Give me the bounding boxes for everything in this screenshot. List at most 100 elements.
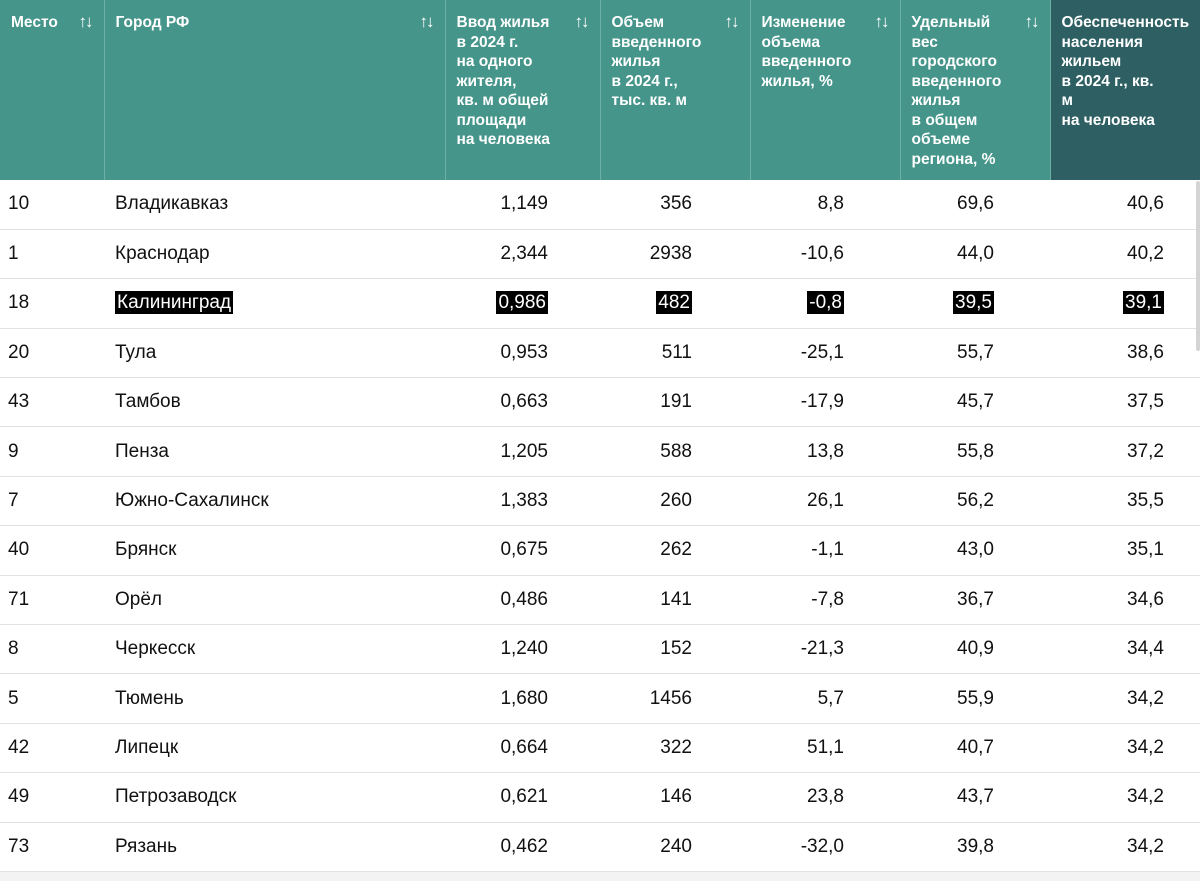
- column-header-city[interactable]: Город РФ ↑↓: [104, 0, 446, 180]
- cell-rank: 7: [0, 476, 104, 527]
- cell-change: 5,7: [750, 673, 900, 724]
- cell-volume: 1456: [600, 673, 750, 724]
- cell-share: 43,0: [900, 525, 1050, 576]
- cell-change: 51,1: [750, 723, 900, 774]
- cell-rank: 9: [0, 426, 104, 477]
- table-row[interactable]: 8 Черкесск 1,240 152 -21,3 40,9 34,4: [0, 624, 1200, 675]
- cell-per-capita: 0,675: [445, 525, 600, 576]
- cell-provision: 34,2: [1050, 822, 1200, 872]
- cell-share: 43,7: [900, 772, 1050, 823]
- cell-share: 40,7: [900, 723, 1050, 774]
- cell-provision: 34,2: [1050, 772, 1200, 823]
- cell-city: Тюмень: [104, 673, 445, 724]
- table-row[interactable]: 10 Владикавказ 1,149 356 8,8 69,6 40,6: [0, 180, 1200, 230]
- cell-provision: 37,5: [1050, 377, 1200, 428]
- cell-change: -1,1: [750, 525, 900, 576]
- cell-share: 55,7: [900, 328, 1050, 379]
- cell-share: 40,9: [900, 624, 1050, 675]
- cell-share: 45,7: [900, 377, 1050, 428]
- table-row[interactable]: 40 Брянск 0,675 262 -1,1 43,0 35,1: [0, 525, 1200, 576]
- cell-city: Липецк: [104, 723, 445, 774]
- cell-rank: 73: [0, 822, 104, 872]
- table-row[interactable]: 49 Петрозаводск 0,621 146 23,8 43,7 34,2: [0, 772, 1200, 823]
- highlighted-value: Калининград: [115, 291, 234, 315]
- sort-icon[interactable]: ↑↓: [78, 12, 94, 31]
- cell-volume: 356: [600, 180, 750, 230]
- column-header-provision[interactable]: Обеспеченность населения жильем в 2024 г…: [1050, 0, 1200, 180]
- column-header-volume[interactable]: Объем введенного жилья в 2024 г., тыс. к…: [600, 0, 751, 180]
- cell-per-capita: 1,240: [445, 624, 600, 675]
- cell-rank: 18: [0, 278, 104, 329]
- table-row[interactable]: 5 Тюмень 1,680 1456 5,7 55,9 34,2: [0, 673, 1200, 724]
- cell-provision: 34,2: [1050, 723, 1200, 774]
- cell-city: Владикавказ: [104, 180, 445, 230]
- column-header-per-capita[interactable]: Ввод жилья в 2024 г. на одного жителя, к…: [445, 0, 601, 180]
- cell-change: -25,1: [750, 328, 900, 379]
- table-row[interactable]: 71 Орёл 0,486 141 -7,8 36,7 34,6: [0, 575, 1200, 626]
- table-row[interactable]: 73 Рязань 0,462 240 -32,0 39,8 34,2: [0, 822, 1200, 872]
- cell-rank: 1: [0, 229, 104, 280]
- cell-volume: 240: [600, 822, 750, 872]
- cell-change: 26,1: [750, 476, 900, 527]
- column-header-share[interactable]: Удельный вес городского введенного жилья…: [900, 0, 1051, 180]
- cell-change: 8,8: [750, 180, 900, 230]
- highlighted-value: 39,1: [1123, 291, 1164, 315]
- sort-icon[interactable]: ↑↓: [1024, 12, 1040, 31]
- sort-icon[interactable]: ↑↓: [874, 12, 890, 31]
- cell-provision: 34,6: [1050, 575, 1200, 626]
- cell-per-capita: 1,149: [445, 180, 600, 230]
- cell-provision: 37,2: [1050, 426, 1200, 477]
- cell-rank: 71: [0, 575, 104, 626]
- cell-provision: 34,4: [1050, 624, 1200, 675]
- table-row[interactable]: 18 Калининград 0,986 482 -0,8 39,5 39,1: [0, 278, 1200, 329]
- cell-volume: 191: [600, 377, 750, 428]
- cell-change: 23,8: [750, 772, 900, 823]
- cell-change: -32,0: [750, 822, 900, 872]
- cell-city: Рязань: [104, 822, 445, 872]
- column-header-label: Обеспеченность населения жильем в 2024 г…: [1061, 14, 1190, 129]
- cell-share: 69,6: [900, 180, 1050, 230]
- cell-city: Тамбов: [104, 377, 445, 428]
- cell-per-capita: 1,205: [445, 426, 600, 477]
- column-header-label: Город РФ: [115, 14, 190, 31]
- cell-volume: 146: [600, 772, 750, 823]
- cell-per-capita: 0,621: [445, 772, 600, 823]
- highlighted-value: 39,5: [953, 291, 994, 315]
- column-header-label: Изменение объема введенного жилья, %: [761, 14, 852, 90]
- sort-icon[interactable]: ↑↓: [419, 12, 435, 31]
- cell-change: -10,6: [750, 229, 900, 280]
- cell-share: 56,2: [900, 476, 1050, 527]
- cell-provision: 35,1: [1050, 525, 1200, 576]
- sort-icon[interactable]: ↑↓: [574, 12, 590, 31]
- highlighted-value: 0,986: [496, 291, 548, 315]
- table-row[interactable]: 9 Пенза 1,205 588 13,8 55,8 37,2: [0, 426, 1200, 477]
- table-row[interactable]: 20 Тула 0,953 511 -25,1 55,7 38,6: [0, 328, 1200, 379]
- cell-provision: 35,5: [1050, 476, 1200, 527]
- table-row[interactable]: 1 Краснодар 2,344 2938 -10,6 44,0 40,2: [0, 229, 1200, 280]
- cell-per-capita: 0,664: [445, 723, 600, 774]
- table-row[interactable]: 42 Липецк 0,664 322 51,1 40,7 34,2: [0, 723, 1200, 774]
- cell-rank: 49: [0, 772, 104, 823]
- cell-rank: 42: [0, 723, 104, 774]
- cell-per-capita: 0,486: [445, 575, 600, 626]
- cell-rank: 43: [0, 377, 104, 428]
- column-header-rank[interactable]: Место ↑↓: [0, 0, 105, 180]
- table-row[interactable]: 43 Тамбов 0,663 191 -17,9 45,7 37,5: [0, 377, 1200, 428]
- sort-icon[interactable]: ↑↓: [724, 12, 740, 31]
- cell-provision: 38,6: [1050, 328, 1200, 379]
- table-row[interactable]: 7 Южно-Сахалинск 1,383 260 26,1 56,2 35,5: [0, 476, 1200, 527]
- cell-rank: 8: [0, 624, 104, 675]
- highlighted-value: 482: [656, 291, 692, 315]
- cell-per-capita: 0,986: [445, 278, 600, 329]
- cell-share: 39,5: [900, 278, 1050, 329]
- column-header-change[interactable]: Изменение объема введенного жилья, % ↑↓: [750, 0, 901, 180]
- cell-city: Южно-Сахалинск: [104, 476, 445, 527]
- cell-share: 44,0: [900, 229, 1050, 280]
- vertical-scrollbar[interactable]: [1196, 181, 1200, 351]
- cell-per-capita: 2,344: [445, 229, 600, 280]
- cell-volume: 588: [600, 426, 750, 477]
- cell-change: -21,3: [750, 624, 900, 675]
- cell-city: Орёл: [104, 575, 445, 626]
- cell-per-capita: 0,663: [445, 377, 600, 428]
